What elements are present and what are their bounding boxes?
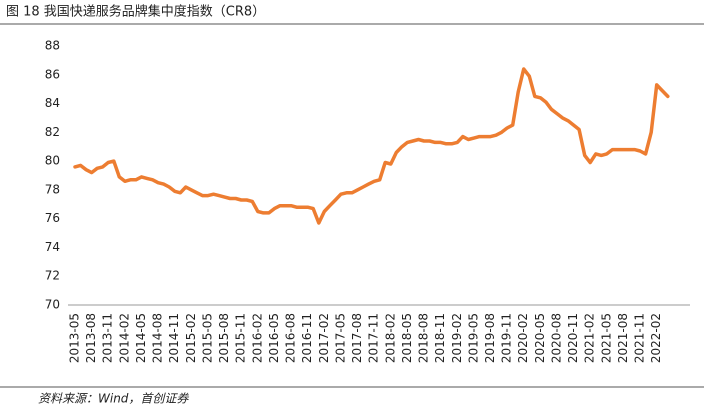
x-tick-label: 2020-02 — [516, 313, 530, 363]
x-tick-label: 2013-11 — [101, 313, 115, 363]
x-tick-label: 2018-08 — [417, 313, 431, 363]
x-tick-label: 2019-08 — [483, 313, 497, 363]
x-tick-label: 2022-02 — [649, 313, 663, 363]
x-tick-label: 2017-08 — [350, 313, 364, 363]
x-tick-label: 2020-08 — [549, 313, 563, 363]
x-tick-label: 2021-05 — [599, 313, 613, 363]
y-tick-label: 76 — [45, 211, 60, 225]
chart-title: 图 18 我国快递服务品牌集中度指数（CR8） — [6, 4, 265, 20]
y-tick-label: 72 — [45, 269, 60, 283]
x-tick-label: 2016-02 — [250, 313, 264, 363]
x-tick-label: 2013-08 — [84, 313, 98, 363]
y-tick-label: 74 — [45, 240, 60, 254]
source-note: 资料来源：Wind，首创证券 — [38, 392, 189, 406]
x-tick-label: 2015-08 — [217, 313, 231, 363]
y-tick-label: 82 — [45, 125, 60, 139]
x-tick-label: 2019-11 — [500, 313, 514, 363]
x-tick-label: 2016-11 — [300, 313, 314, 363]
y-tick-label: 78 — [45, 182, 60, 196]
x-tick-label: 2020-05 — [533, 313, 547, 363]
x-tick-label: 2014-05 — [134, 313, 148, 363]
y-tick-label: 86 — [45, 67, 60, 81]
x-tick-label: 2016-05 — [267, 313, 281, 363]
x-tick-label: 2014-08 — [151, 313, 165, 363]
y-tick-label: 88 — [45, 39, 60, 53]
x-tick-label: 2018-11 — [433, 313, 447, 363]
x-tick-label: 2020-11 — [566, 313, 580, 363]
data-line — [73, 67, 670, 225]
x-tick-label: 2014-11 — [167, 313, 181, 363]
x-tick-label: 2017-05 — [333, 313, 347, 363]
y-tick-label: 80 — [45, 154, 60, 168]
y-tick-label: 84 — [45, 96, 60, 110]
x-tick-label: 2018-02 — [383, 313, 397, 363]
x-tick-label: 2015-02 — [184, 313, 198, 363]
x-tick-label: 2016-08 — [284, 313, 298, 363]
x-tick-label: 2014-02 — [117, 313, 131, 363]
x-tick-label: 2017-11 — [367, 313, 381, 363]
x-tick-label: 2021-02 — [583, 313, 597, 363]
x-tick-label: 2017-02 — [317, 313, 331, 363]
x-tick-label: 2021-08 — [616, 313, 630, 363]
x-tick-label: 2019-02 — [450, 313, 464, 363]
x-tick-label: 2021-11 — [633, 313, 647, 363]
x-tick-label: 2013-05 — [68, 313, 82, 363]
y-tick-label: 70 — [45, 298, 60, 312]
x-tick-label: 2019-05 — [466, 313, 480, 363]
x-tick-label: 2015-05 — [200, 313, 214, 363]
x-tick-label: 2018-05 — [400, 313, 414, 363]
x-tick-label: 2015-11 — [234, 313, 248, 363]
